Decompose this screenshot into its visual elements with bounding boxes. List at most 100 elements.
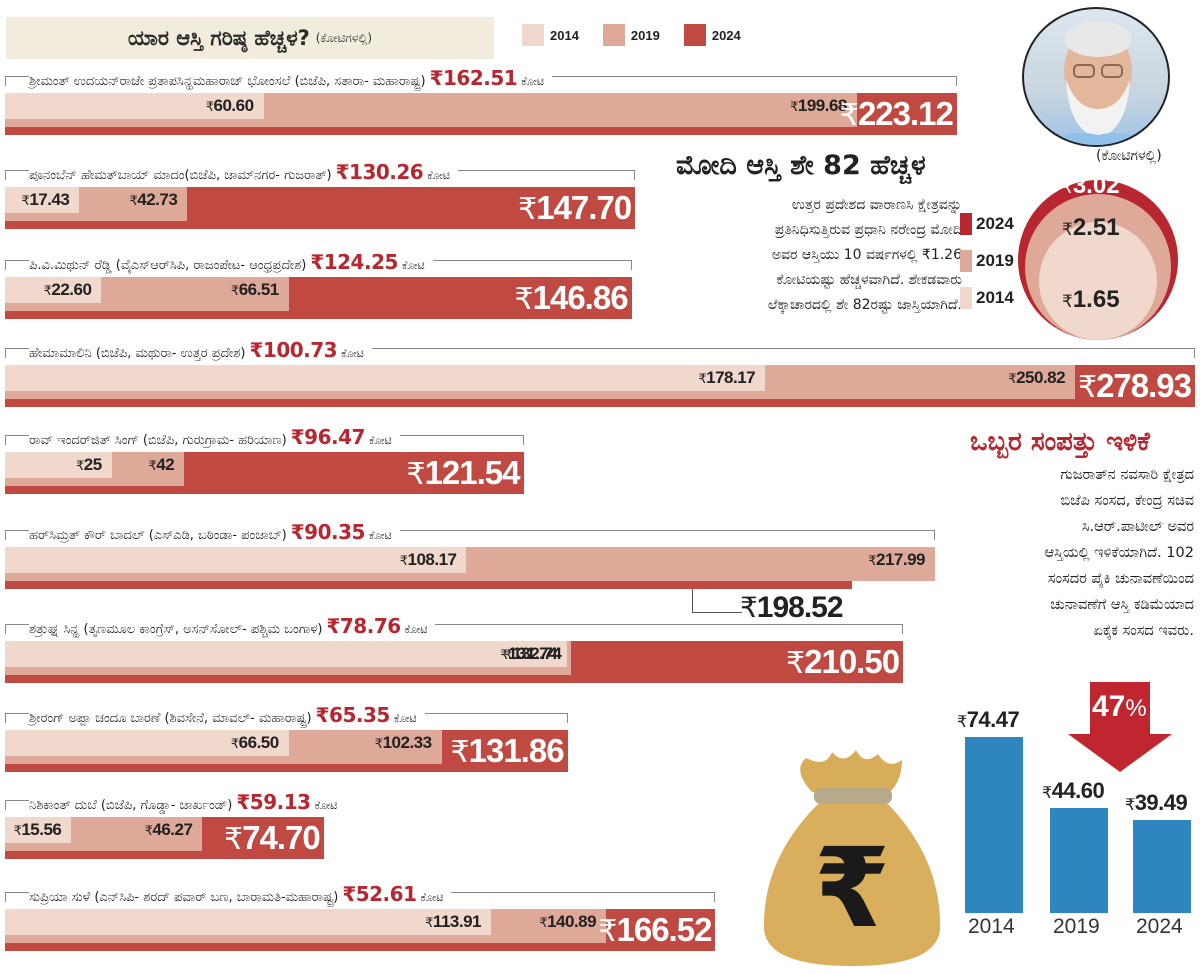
candidate-name-text: ಸುಪ್ರಿಯಾ ಸುಳೆ (ಎನ್‌ಸಿಪಿ- ಶರದ್ ಪವಾರ್ ಬಣ, … xyxy=(29,890,339,905)
amount: 278.93 xyxy=(1096,367,1192,404)
legend-label: 2019 xyxy=(976,250,1014,270)
bar-group: ₹25 ₹42 ₹121.54 xyxy=(5,452,524,494)
modi-body-line: ಪ್ರತಿನಿಧಿಸುತ್ತಿರುವ ಪ್ರಧಾನಿ ನರೇಂದ್ರ ಮೋದಿ xyxy=(774,222,962,238)
chart-row: ಶ್ರೀಮಂತ್ ಉದಯನ್‌ರಾಜೇ ಪ್ರತಾಪಸಿನ್ಹಮಹಾರಾಜ್ ಭ… xyxy=(5,66,957,135)
bar-group: ₹17.43 ₹42.73 ₹147.70 xyxy=(5,187,636,229)
candidate-name: ಪಿ.ವಿ.ಮಿಥುನ್ ರೆಡ್ಡಿ (ವೈಎಸ್‌ಆರ್‌ಸಿಪಿ, ರಾಜ… xyxy=(29,250,433,274)
bar-group: ₹60.60 ₹199.68 ₹223.12 xyxy=(5,93,957,135)
amount: 42.73 xyxy=(137,190,178,209)
rupee-symbol: ₹ xyxy=(13,823,22,838)
bracket-left xyxy=(5,170,19,180)
bracket-left xyxy=(5,624,19,634)
legend-item-2014: 2014 xyxy=(522,24,579,46)
amount: 217.99 xyxy=(876,550,926,569)
row-label: ಹರ್‌ಸಿಮ್ರತ್ ಕೌರ್ ಬಾದಲ್ (ಎಸ್‌ಎಡಿ, ಬಠಿಂಡಾ-… xyxy=(5,520,935,544)
value-2024: ₹146.86 xyxy=(515,279,629,317)
bar-group: ₹178.17 ₹250.82 ₹278.93 xyxy=(5,365,1195,407)
rupee-symbol: ₹ xyxy=(43,283,52,298)
modi-body-line: ಅವರ ಆಸ್ತಿಯು 10 ವರ್ಷಗಳಲ್ಲಿ ₹1.26 xyxy=(771,247,962,263)
amount: 199.68 xyxy=(797,96,848,115)
amount: 2.51 xyxy=(1072,214,1120,241)
chart-row: ಹೇಮಾಮಾಲಿನಿ (ಬಿಜೆಪಿ, ಮಥುರಾ- ಉತ್ತರ ಪ್ರದೇಶ)… xyxy=(5,338,1195,407)
candidate-name-text: ಪಿ.ವಿ.ಮಿಥುನ್ ರೆಡ್ಡಿ (ವೈಎಸ್‌ಆರ್‌ಸಿಪಿ, ರಾಜ… xyxy=(29,258,307,273)
increase-value: ₹78.76 xyxy=(326,614,401,638)
crore-unit: ಕೋಟಿ xyxy=(521,75,544,88)
rupee-symbol: ₹ xyxy=(224,823,243,856)
rupee-symbol: ₹ xyxy=(500,647,509,662)
value-2019: ₹42 xyxy=(148,455,174,475)
amount: 22.60 xyxy=(51,280,92,299)
rupee-symbol: ₹ xyxy=(21,193,30,208)
amount: 210.50 xyxy=(804,643,900,680)
value-2024: ₹223.12 xyxy=(840,95,954,133)
candidate-name: ರಾವ್ ಇಂದರ್‌ಜಿತ್ ಸಿಂಗ್ (ಬಿಜೆಪಿ, ಗುರುಗ್ರಾಮ… xyxy=(29,425,400,449)
patel-bar-2024 xyxy=(1133,819,1191,913)
chart-row: ರಾವ್ ಇಂದರ್‌ಜಿತ್ ಸಿಂಗ್ (ಬಿಜೆಪಿ, ಗುರುಗ್ರಾಮ… xyxy=(5,425,524,494)
value-2024: ₹278.93 xyxy=(1078,367,1192,405)
bar-group: ₹108.17 ₹217.99 ₹198.52 xyxy=(5,547,935,624)
patel-headline: ಒಬ್ಬರ ಸಂಪತ್ತು ಇಳಿಕೆ xyxy=(970,427,1150,457)
amount: 102.33 xyxy=(382,733,433,752)
percent-sign: % xyxy=(1125,695,1147,722)
value-2019: ₹46.27 xyxy=(145,820,193,840)
increase-value: ₹130.26 xyxy=(335,160,424,184)
row-label: ನಿಶಿಕಾಂತ್ ದುಬೆ (ಬಿಜೆಪಿ, ಗೊಡ್ಡಾ- ಜಾರ್ಖಂಡ್… xyxy=(5,790,346,814)
patel-bar-2014 xyxy=(965,737,1023,913)
value-2014: ₹25 xyxy=(76,455,102,475)
bar-group: ₹66.50 ₹102.33 ₹131.86 xyxy=(5,730,568,772)
value-2014: ₹17.43 xyxy=(22,190,70,210)
amount: 15.56 xyxy=(21,820,62,839)
patel-body-line: ಬಿಜೆಪಿ ಸಂಸದ, ಕೇಂದ್ರ ಸಚಿವ xyxy=(1060,493,1194,509)
modi-body-line: ಲೆಕ್ಕಾಚಾರದಲ್ಲಿ ಶೇ 82ರಷ್ಟು ಜಾಸ್ತಿಯಾಗಿದೆ. xyxy=(767,297,962,313)
candidate-name: ಸುಪ್ರಿಯಾ ಸುಳೆ (ಎನ್‌ಸಿಪಿ- ಶರದ್ ಪವಾರ್ ಬಣ, … xyxy=(29,882,452,906)
value-2024: ₹147.70 xyxy=(518,189,632,227)
crore-unit: ಕೋಟಿ xyxy=(401,259,425,272)
chart-row: ಶ್ರೀರಂಗ್ ಅಪ್ಪಾ ಚಂದೂ ಬಾರಣೆ (ಶಿವಸೇನೆ, ಮಾವಲ… xyxy=(5,703,568,772)
patel-body-line: ಗುಜರಾತ್‌ನ ನವಸಾರಿ ಕ್ಷೇತ್ರದ xyxy=(1060,467,1194,483)
crore-unit: ಕೋಟಿ xyxy=(393,712,417,725)
modi-legend-item-2019: 2019 xyxy=(960,242,1014,279)
bracket-right xyxy=(895,530,935,540)
modi-body-text: ಉತ್ತರ ಪ್ರದೇಶದ ವಾರಾಣಸಿ ಕ್ಷೇತ್ರವನ್ನು ಪ್ರತಿನ… xyxy=(640,193,962,318)
candidate-name: ಶ್ರೀಮಂತ್ ಉದಯನ್‌ರಾಜೇ ಪ್ರತಾಪಸಿನ್ಹಮಹಾರಾಜ್ ಭ… xyxy=(29,66,552,90)
increase-value: ₹162.51 xyxy=(429,66,518,90)
legend-item-2024: 2024 xyxy=(683,24,741,46)
crore-unit: ಕೋಟಿ xyxy=(420,891,444,904)
down-arrow-icon xyxy=(1068,682,1172,772)
rupee-symbol: ₹ xyxy=(518,193,537,226)
candidate-name-text: ರಾವ್ ಇಂದರ್‌ಜಿತ್ ಸಿಂಗ್ (ಬಿಜೆಪಿ, ಗುರುಗ್ರಾಮ… xyxy=(29,433,287,448)
bar-group: ₹15.56 ₹46.27 ₹74.70 xyxy=(5,817,324,859)
bracket-left xyxy=(5,76,19,86)
amount: 131.74 xyxy=(508,644,558,663)
legend-label: 2014 xyxy=(976,287,1014,307)
amount: 113.91 xyxy=(432,912,482,931)
amount: 44.60 xyxy=(1051,777,1105,803)
candidate-name-text: ನಿಶಿಕಾಂತ್ ದುಬೆ (ಬಿಜೆಪಿ, ಗೊಡ್ಡಾ- ಜಾರ್ಖಂಡ್… xyxy=(29,798,233,813)
modi-legend-item-2024: 2024 xyxy=(960,205,1014,242)
bracket-right xyxy=(591,260,632,270)
row-label: ಪಿ.ವಿ.ಮಿಥುನ್ ರೆಡ್ಡಿ (ವೈಎಸ್‌ಆರ್‌ಸಿಪಿ, ರಾಜ… xyxy=(5,250,632,274)
bubble-value-2014: ₹1.65 xyxy=(1062,286,1120,314)
value-2019: ₹102.33 xyxy=(375,733,432,753)
value-2014: ₹178.17 xyxy=(698,368,755,388)
chart-row: ನಿಶಿಕಾಂತ್ ದುಬೆ (ಬಿಜೆಪಿ, ಗೊಡ್ಡಾ- ಜಾರ್ಖಂಡ್… xyxy=(5,790,346,859)
crore-unit: ಕೋಟಿ xyxy=(404,623,428,636)
rupee-symbol: ₹ xyxy=(598,915,617,948)
candidate-name-text: ಪೂನಂಬೆನ್ ಹೇಮತ್‌ಬಾಯ್ ಮಾದಂ(ಬಿಜೆಪಿ, ಜಾಮ್‌ನಗ… xyxy=(29,168,332,183)
value-2019: ₹140.89 xyxy=(539,912,596,932)
value-2019: ₹199.68 xyxy=(790,96,847,116)
value-2024-callout: ₹198.52 xyxy=(740,591,844,625)
amount: 140.89 xyxy=(547,912,597,931)
bracket-right xyxy=(916,76,957,86)
value-2014: ₹131.74 xyxy=(500,644,557,664)
value-2019: ₹217.99 xyxy=(868,550,925,570)
candidate-name: ಶ್ರೀರಂಗ್ ಅಪ್ಪಾ ಚಂದೂ ಬಾರಣೆ (ಶಿವಸೇನೆ, ಮಾವಲ… xyxy=(29,703,425,727)
legend-swatch xyxy=(960,212,972,235)
increase-value: ₹90.35 xyxy=(290,520,366,544)
value-2019: ₹42.73 xyxy=(129,190,177,210)
row-label: ಶ್ರೀರಂಗ್ ಅಪ್ಪಾ ಚಂದೂ ಬಾರಣೆ (ಶಿವಸೇನೆ, ಮಾವಲ… xyxy=(5,703,568,727)
patel-bar-value-2024: ₹39.49 xyxy=(1125,790,1188,816)
rupee-symbol: ₹ xyxy=(539,915,548,930)
row-label: ಹೇಮಾಮಾಲಿನಿ (ಬಿಜೆಪಿ, ಮಥುರಾ- ಉತ್ತರ ಪ್ರದೇಶ)… xyxy=(5,338,1195,362)
bracket-left xyxy=(5,348,19,358)
